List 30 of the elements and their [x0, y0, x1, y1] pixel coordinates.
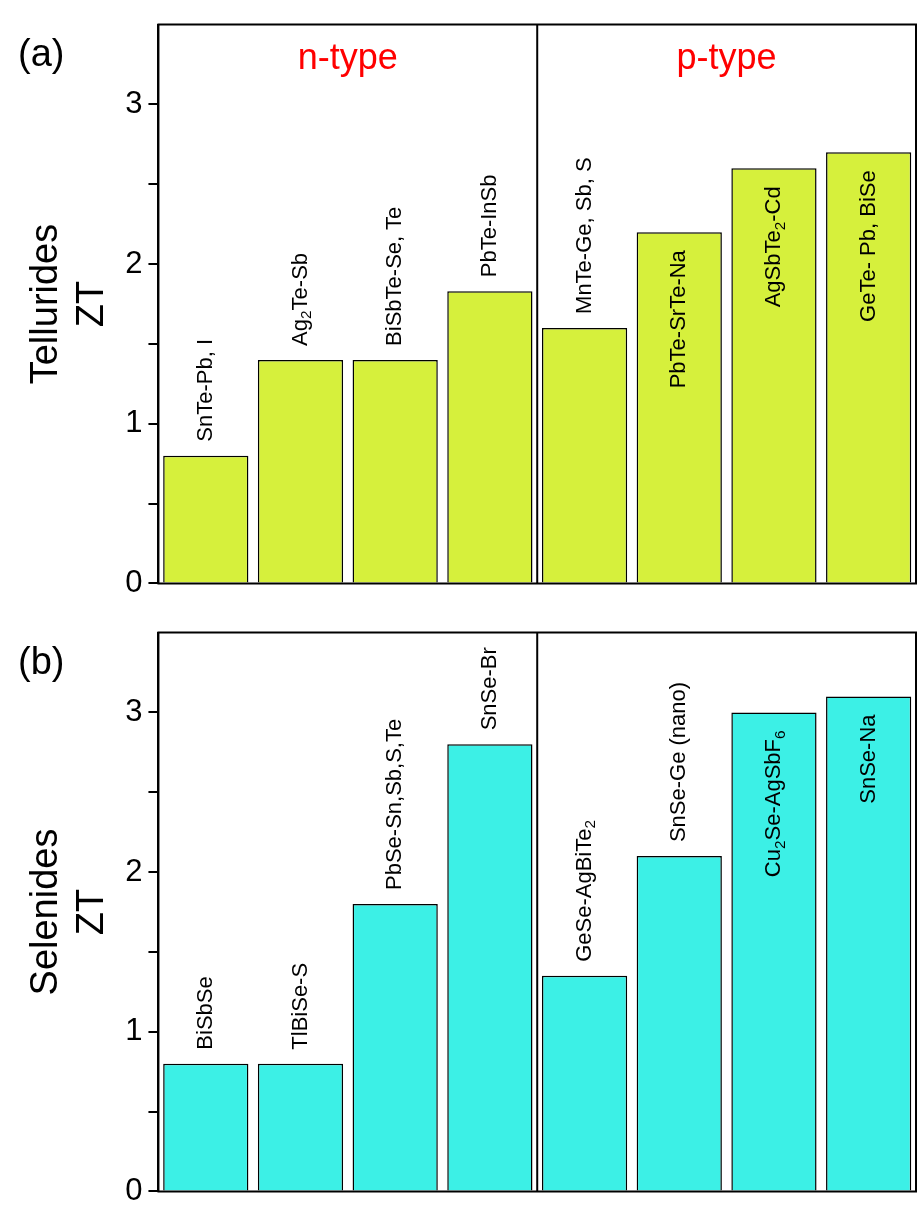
y-axis-title: Tellurides ZT — [23, 223, 111, 385]
category-label: AgSbTe2-Cd — [760, 186, 788, 308]
category-label: PbTe-InSb — [475, 174, 501, 278]
text: (b) — [18, 640, 65, 683]
category-label: GeSe-AgBiTe2 — [570, 820, 599, 962]
category-label: PbSe-Sn,Sb,S,Te — [381, 718, 407, 891]
category-label: MnTe-Ge, Sb, S — [570, 157, 596, 314]
y-tick-label: 2 — [125, 244, 143, 280]
y-tick-label: 3 — [125, 84, 143, 120]
category-label: Cu2Se-AgSbF6 — [760, 730, 788, 878]
annotation: p-type — [676, 35, 777, 77]
category-label: SnTe-Pb, I — [191, 338, 217, 442]
text: (a) — [18, 32, 65, 75]
category-label: SnSe-Ge (nano) — [665, 681, 691, 843]
y-tick-label: 0 — [125, 1171, 143, 1207]
category-label: GeTe- Pb, BiSe — [854, 170, 880, 322]
y-tick-label: 2 — [125, 852, 143, 888]
category-label: BiSbTe-Se, Te — [381, 206, 407, 346]
y-tick-label: 0 — [125, 563, 143, 599]
y-tick-label: 1 — [125, 404, 143, 440]
y-tick-label: 3 — [125, 692, 143, 728]
category-label: SnSe-Br — [475, 647, 501, 731]
category-label: BiSbSe — [191, 976, 217, 1050]
category-label: PbTe-SrTe-Na — [665, 250, 691, 389]
category-label: Ag2Te-Sb — [286, 252, 315, 346]
category-label: SnSe-Na — [854, 714, 880, 804]
y-tick-label: 1 — [125, 1012, 143, 1048]
y-axis-title: Selenides ZT — [23, 828, 111, 996]
category-label: TlBiSe-S — [286, 962, 312, 1050]
annotation: n-type — [297, 35, 398, 77]
